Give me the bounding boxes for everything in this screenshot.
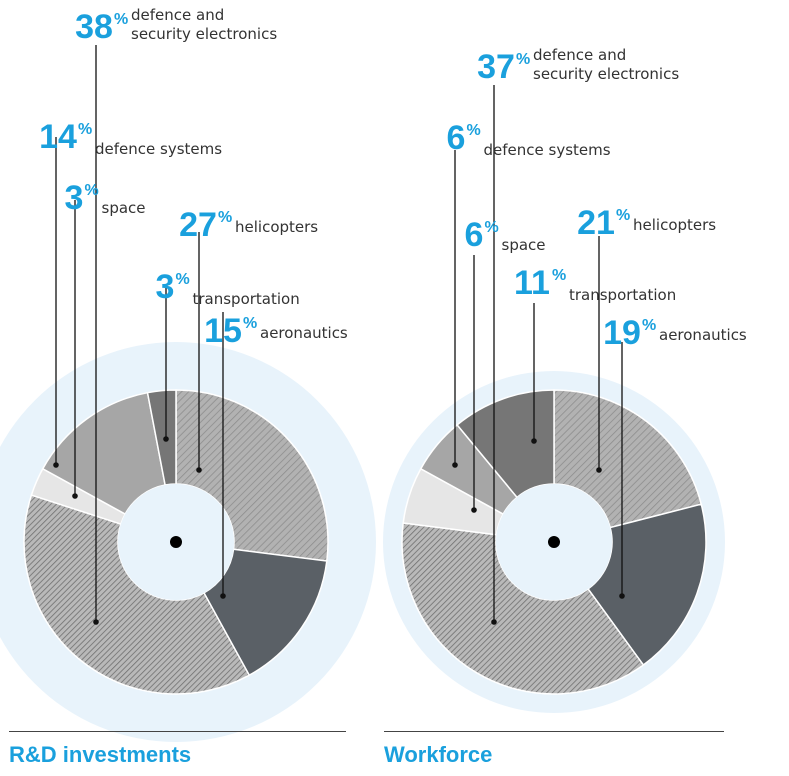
workforce-percent-sign-helicopters: % xyxy=(616,207,630,224)
workforce-leader-dot-transportation xyxy=(531,438,537,444)
workforce-slice-transportation xyxy=(456,389,555,499)
workforce-value-label-defence-systems: 6 xyxy=(447,119,466,157)
rd-category-label-transportation: transportation xyxy=(193,290,300,308)
workforce-category-label-transportation: transportation xyxy=(569,286,676,304)
rd-percent-sign-space: % xyxy=(85,182,99,199)
rd-category-label-aeronautics: aeronautics xyxy=(260,324,348,342)
rd-value-label-helicopters: 27 xyxy=(179,206,217,244)
rd-category-label-defence-and-security-electronics-line-1: defence and xyxy=(131,6,224,24)
workforce-percent-sign-aeronautics: % xyxy=(642,317,656,334)
rd-category-label-defence-systems: defence systems xyxy=(95,140,222,158)
workforce-value-label-space: 6 xyxy=(465,216,484,254)
workforce-center-dot xyxy=(548,536,560,548)
workforce-category-label-helicopters: helicopters xyxy=(633,216,716,234)
workforce-leader-dot-defence-systems xyxy=(452,462,458,468)
workforce-category-label-defence-systems: defence systems xyxy=(484,141,611,159)
workforce-divider xyxy=(384,731,724,732)
workforce-percent-sign-space: % xyxy=(485,219,499,236)
workforce-leader-dot-space xyxy=(471,507,477,513)
rd-percent-sign-defence-systems: % xyxy=(78,121,92,138)
workforce-percent-sign-defence-and-security-electronics: % xyxy=(516,51,530,68)
rd-investments-title: R&D investments xyxy=(9,742,192,767)
rd-category-label-helicopters: helicopters xyxy=(235,218,318,236)
rd-percent-sign-helicopters: % xyxy=(218,209,232,226)
rd-leader-dot-defence-and-security-electronics xyxy=(93,619,99,625)
rd-percent-sign-defence-and-security-electronics: % xyxy=(114,11,128,28)
rd-category-label-defence-and-security-electronics-line-2: security electronics xyxy=(131,25,277,43)
rd-leader-dot-defence-systems xyxy=(53,462,59,468)
rd-value-label-defence-systems: 14 xyxy=(39,118,77,156)
workforce-leader-dot-helicopters xyxy=(596,467,602,473)
workforce-value-label-aeronautics: 19 xyxy=(603,314,641,352)
rd-slice-helicopters xyxy=(175,389,329,562)
rd-leader-dot-transportation xyxy=(163,436,169,442)
rd-leader-dot-helicopters xyxy=(196,467,202,473)
workforce-value-label-helicopters: 21 xyxy=(577,204,615,242)
workforce-category-label-defence-and-security-electronics-line-1: defence and xyxy=(533,46,626,64)
workforce-title: Workforce xyxy=(384,742,493,767)
workforce-category-label-space: space xyxy=(502,236,546,254)
workforce-category-label-defence-and-security-electronics-line-2: security electronics xyxy=(533,65,679,83)
workforce-leader-dot-defence-and-security-electronics xyxy=(491,619,497,625)
rd-percent-sign-transportation: % xyxy=(176,271,190,288)
rd-leader-dot-space xyxy=(72,493,78,499)
workforce-leader-dot-aeronautics xyxy=(619,593,625,599)
rd-investments-divider xyxy=(9,731,346,732)
rd-percent-sign-aeronautics: % xyxy=(243,315,257,332)
rd-value-label-aeronautics: 15 xyxy=(204,312,242,350)
workforce-value-label-defence-and-security-electronics: 37 xyxy=(477,48,515,86)
workforce-percent-sign-transportation: % xyxy=(552,267,566,284)
rd-center-dot xyxy=(170,536,182,548)
workforce-value-label-transportation: 11 xyxy=(514,264,550,302)
workforce-percent-sign-defence-systems: % xyxy=(467,122,481,139)
rd-value-label-space: 3 xyxy=(65,179,84,217)
rd-value-label-defence-and-security-electronics: 38 xyxy=(75,8,113,46)
rd-leader-dot-aeronautics xyxy=(220,593,226,599)
rd-category-label-space: space xyxy=(102,199,146,217)
rd-value-label-transportation: 3 xyxy=(156,268,175,306)
workforce-category-label-aeronautics: aeronautics xyxy=(659,326,747,344)
